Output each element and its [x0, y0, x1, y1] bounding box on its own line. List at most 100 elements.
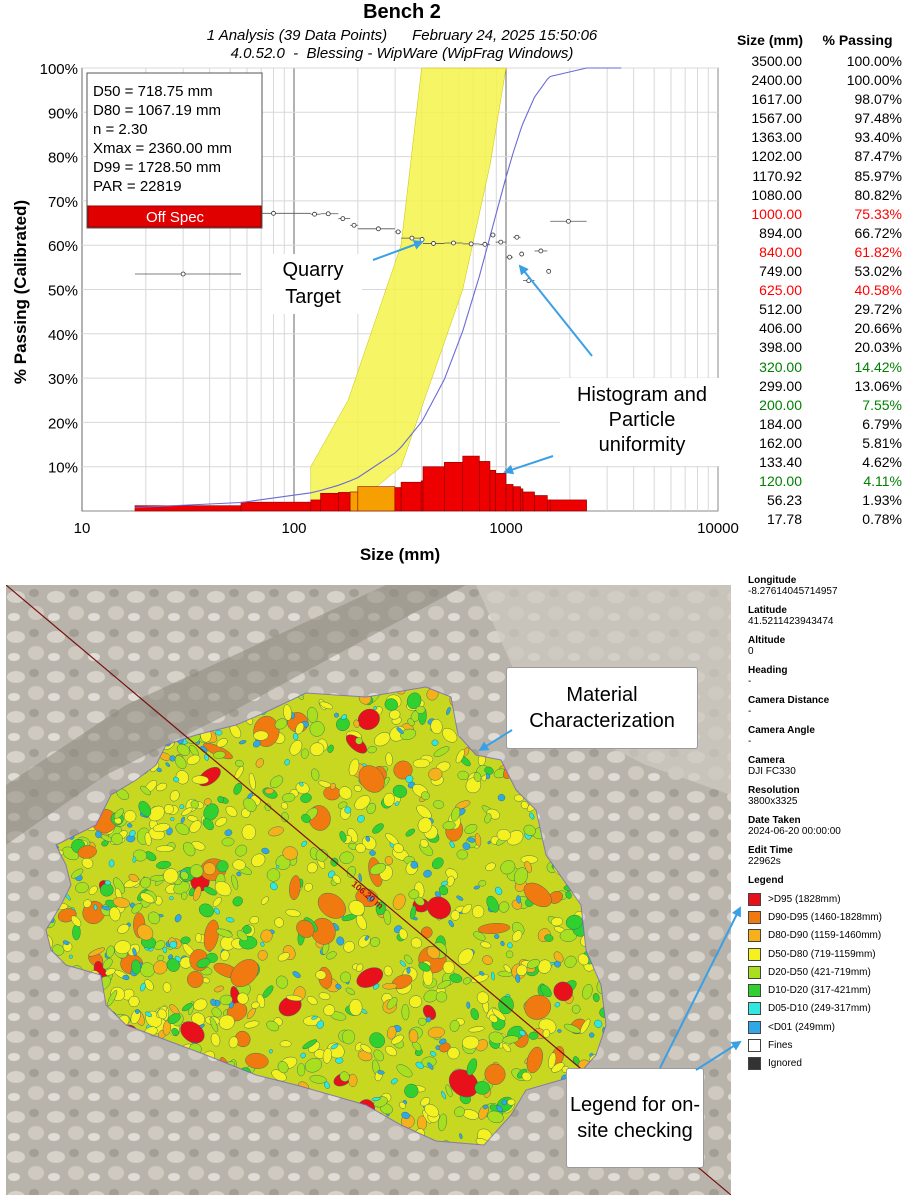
rock-fragment — [129, 830, 136, 837]
size-value: 184.00 — [759, 415, 802, 432]
rock-fragment — [114, 940, 131, 955]
size-table-row: 406.00 20.66% — [728, 319, 915, 338]
size-value: 1000.00 — [751, 205, 802, 222]
rock-fragment — [554, 1002, 561, 1008]
rock-fragment — [301, 840, 308, 847]
metadata-label: Camera Angle — [748, 725, 815, 736]
metadata-label: Longitude — [748, 575, 797, 586]
rock-fragment — [462, 1035, 480, 1050]
rock-fragment — [399, 960, 406, 967]
rock-fragment — [396, 1064, 413, 1078]
rock-fragment — [212, 896, 222, 907]
quarry-target-label: Quarry Target — [282, 259, 343, 308]
rock-fragment — [191, 841, 206, 851]
rock-fragment — [88, 947, 106, 957]
rock-fragment — [112, 897, 130, 908]
legend-callout-label: Legend for on-site checking — [569, 1094, 701, 1142]
rock-fragment — [231, 874, 239, 890]
size-table-row: 1170.92 85.97% — [728, 167, 915, 186]
rock-fragment — [484, 813, 492, 824]
rock-fragment — [385, 1045, 397, 1057]
metadata-label: Edit Time — [748, 845, 793, 856]
rock-fragment — [501, 1099, 508, 1106]
rock-fragment — [304, 1058, 323, 1073]
stats-box — [86, 72, 263, 229]
rock-fragment — [156, 782, 167, 792]
rock-fragment — [416, 804, 432, 820]
legend-callout: Legend for on-site checking — [566, 1068, 704, 1168]
rock-fragment — [180, 871, 189, 880]
rock-fragment — [353, 719, 360, 728]
uniformity-point — [468, 241, 474, 247]
stats-lines: D50 = 718.75 mm D80 = 1067.19 mm n = 2.30 X… — [93, 83, 232, 195]
rock-fragment — [233, 783, 242, 795]
legend-label: Ignored — [768, 1058, 802, 1070]
rock-fragment — [399, 1101, 406, 1109]
rock-fragment — [128, 995, 140, 1008]
rock-fragment — [311, 1015, 318, 1020]
uniformity-point — [482, 241, 488, 247]
rock-fragment — [145, 1011, 153, 1017]
rock-fragment — [106, 945, 115, 958]
rock-fragment — [260, 896, 269, 905]
histogram-arrow-upper — [518, 264, 593, 357]
rock-fragment — [437, 979, 452, 990]
passing-value: 40.58% — [854, 282, 902, 299]
rock-fragment — [529, 812, 535, 820]
rock-fragment — [487, 1110, 504, 1124]
rock-fragment — [405, 775, 414, 783]
rock-fragment — [68, 954, 73, 959]
rock-fragment — [251, 1001, 260, 1009]
rock-fragment — [355, 843, 366, 854]
legend-label: <D01 (249mm) — [768, 1021, 835, 1033]
legend-item: Ignored — [748, 1055, 913, 1073]
rock-fragment — [299, 781, 304, 787]
rock-fragment — [209, 1016, 219, 1033]
rock-fragment — [488, 1014, 498, 1023]
size-table-row: 133.40 4.62% — [728, 453, 915, 472]
passing-value: 98.07% — [854, 91, 902, 108]
rock-fragment — [215, 729, 223, 736]
passing-value: 7.55% — [862, 396, 902, 413]
rock-fragment — [373, 706, 378, 710]
rock-fragment — [392, 784, 408, 798]
rock-fragment — [81, 857, 94, 869]
uniformity-point — [498, 239, 504, 245]
passing-value: 100.00% — [846, 53, 902, 69]
rock-fragment — [117, 923, 130, 934]
rock-fragment — [252, 740, 261, 748]
rock-fragment — [447, 1047, 460, 1060]
legend-label: D20-D50 (421-719mm) — [768, 966, 871, 978]
rock-fragment — [173, 776, 180, 783]
rock-fragment — [496, 1105, 503, 1113]
size-value: 162.00 — [759, 434, 802, 451]
legend-swatch — [748, 929, 761, 943]
rock-fragment — [221, 837, 235, 847]
rock-fragment — [165, 762, 170, 767]
rock-fragment — [401, 1111, 411, 1119]
passing-value: 66.72% — [854, 224, 902, 241]
rock-fragment — [454, 1106, 465, 1118]
rock-fragment — [446, 875, 455, 887]
rock-fragment — [498, 901, 510, 913]
image-metadata-panel: Longitude -8.27614045714957 Latitude 41.521… — [748, 575, 913, 1073]
rock-fragment — [467, 837, 476, 843]
passing-value: 20.03% — [854, 339, 902, 356]
rock-fragment — [203, 862, 216, 876]
rock-fragment — [457, 770, 469, 781]
rock-fragment — [296, 1063, 306, 1077]
rock-fragment — [449, 1019, 460, 1032]
rock-fragment — [526, 959, 540, 969]
rock-fragment — [470, 1008, 479, 1021]
rock-fragment — [137, 924, 154, 941]
rock-fragment — [449, 841, 455, 849]
rock-fragment — [306, 706, 318, 723]
metadata-value: 0 — [748, 646, 754, 657]
uniformity-point — [351, 222, 357, 228]
material-callout: Material Characterization — [506, 667, 698, 749]
metadata-label: Altitude — [748, 635, 786, 646]
rock-fragment — [474, 1081, 491, 1095]
uniformity-point — [519, 251, 525, 257]
rock-fragment — [213, 751, 226, 759]
size-table-row: 894.00 66.72% — [728, 224, 915, 243]
